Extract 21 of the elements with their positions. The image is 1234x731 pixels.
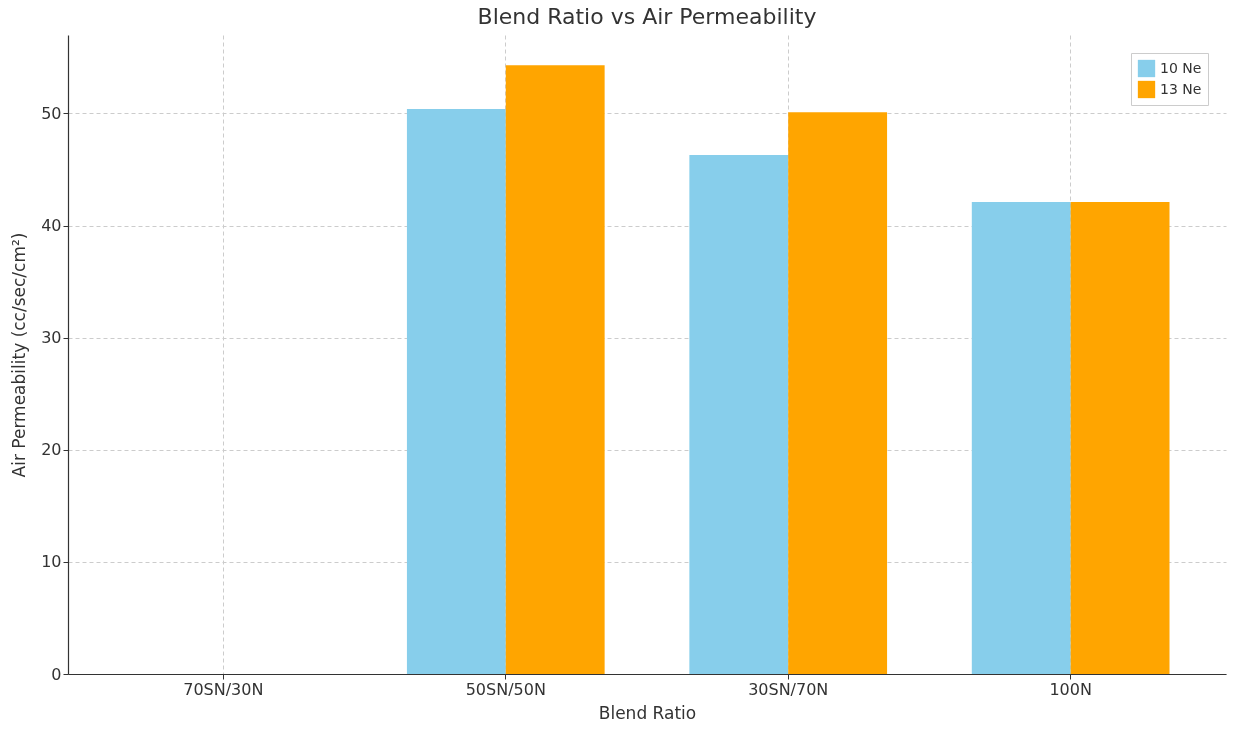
x-tick-label: 30SN/70N	[748, 679, 829, 699]
y-tick-label: 20	[41, 440, 62, 460]
legend-label: 10 Ne	[1160, 59, 1202, 76]
bar	[689, 154, 789, 674]
y-tick-label: 40	[41, 216, 62, 236]
y-tick-label: 0	[51, 664, 62, 684]
y-tick-label: 50	[41, 103, 62, 123]
bar	[971, 202, 1071, 674]
x-tick-label: 100N	[1049, 679, 1092, 699]
y-axis-title: Air Permeability (cc/sec/cm²)	[9, 232, 30, 478]
y-tick-label: 10	[41, 552, 62, 572]
y-tick-label: 30	[41, 328, 62, 348]
chart-title: Blend Ratio vs Air Permeability	[477, 4, 817, 29]
x-axis-title: Blend Ratio	[598, 702, 697, 723]
bar	[1070, 202, 1170, 674]
x-tick-label: 50SN/50N	[465, 679, 546, 699]
bar	[406, 108, 506, 674]
legend-label: 13 Ne	[1160, 80, 1202, 97]
bar	[505, 65, 605, 674]
x-tick-label: 70SN/30N	[183, 679, 264, 699]
bar	[788, 112, 888, 674]
